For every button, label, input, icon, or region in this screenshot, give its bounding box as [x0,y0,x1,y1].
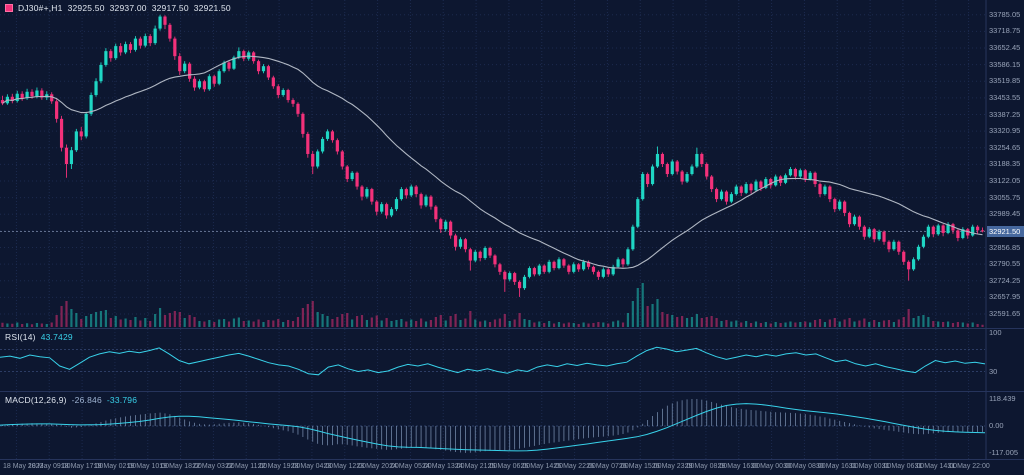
price-axis-label: 33453.55 [989,92,1021,102]
price-axis-label: 32591.65 [989,309,1021,319]
price-axis-label: 33055.75 [989,192,1021,202]
time-axis[interactable]: 18 May 2023 18 May 09:00 18 May 17:00 19 Ma… [0,459,1024,475]
macd-title: MACD(12,26,9) [5,395,67,405]
time-axis-label: 19 May 18:00 [159,463,202,470]
price-axis-label: 32724.25 [989,275,1021,285]
time-axis-label: 26 May 23:00 [651,463,695,470]
price-axis-label: 33387.25 [989,109,1021,119]
macd-info: MACD(12,26,9) -26.846 -33.796 [5,395,137,405]
macd-axis-label: 118.439 [989,393,1016,403]
current-price-badge: 32921.50 [987,225,1024,237]
time-axis-label: 25 May 22:00 [553,463,596,470]
rsi-title: RSI(14) [5,332,36,342]
time-axis-label: 30 May 16:00 [816,463,859,470]
price-axis-label: 32989.45 [989,209,1021,219]
price-axis-label: 32856.85 [989,242,1021,252]
price-axis-label: 33586.15 [989,59,1021,69]
time-axis-label: 24 May 21:00 [454,463,498,470]
time-axis-label: 24 May 13:00 [422,463,465,470]
rsi-info: RSI(14) 43.7429 [5,332,73,342]
price-axis-label: 33254.65 [989,142,1021,152]
price-axis-label: 33519.85 [989,76,1021,86]
time-axis-label: 30 May 00:00 [750,463,793,470]
rsi-indicator-panel[interactable]: RSI(14) 43.7429 100 30 [0,328,1024,392]
time-axis-label: 26 May 15:00 [619,463,662,470]
time-axis-label: 22 May 11:00 [225,463,268,470]
time-axis-label: 31 May 22:00 [947,463,990,470]
time-axis-label: 22 May 03:00 [192,463,235,470]
ohlc-open: 32925.50 [67,3,105,13]
ohlc-high: 32937.00 [109,3,147,13]
macd-main-value: -26.846 [71,395,102,405]
time-axis-label: 30 May 08:00 [783,463,826,470]
time-axis-label: 26 May 07:00 [586,463,629,470]
symbol-info: DJ30#+,H1 32925.50 32937.00 32917.50 329… [5,3,231,13]
time-axis-label: 31 May 00:00 [848,463,892,470]
time-axis-label: 31 May 14:00 [914,463,957,470]
macd-indicator-panel[interactable]: MACD(12,26,9) -26.846 -33.796 118.439 0.0… [0,391,1024,460]
time-axis-label: 18 May 17:00 [60,463,104,470]
time-axis-label: 18 May 2023 [3,463,44,470]
macd-signal-value: -33.796 [106,395,138,405]
rsi-axis-label: 100 [989,328,1002,337]
price-chart-panel[interactable]: DJ30#+,H1 32925.50 32937.00 32917.50 329… [0,0,1024,328]
time-axis-label: 23 May 20:00 [356,463,399,470]
time-axis-label: 29 May 08:00 [684,463,728,470]
rsi-axis-label: 30 [989,366,998,376]
price-axis-label: 33122.05 [989,176,1021,186]
price-axis-label: 33320.95 [989,126,1021,136]
rsi-value: 43.7429 [40,332,73,342]
time-axis-label: 31 May 06:00 [881,463,925,470]
price-axis-label: 33188.35 [989,159,1021,169]
price-axis-label: 33652.45 [989,43,1021,53]
price-axis-label: 33718.75 [989,26,1021,36]
macd-axis-label: 0.00 [989,421,1004,430]
time-axis-label: 24 May 05:00 [389,463,432,470]
time-axis-label: 23 May 04:00 [290,463,334,470]
ohlc-close: 32921.50 [193,3,231,13]
rsi-chart[interactable] [0,329,1024,392]
candlestick-chart[interactable] [0,0,1024,328]
price-axis-label: 32657.95 [989,292,1021,302]
macd-axis-label: -117.005 [989,448,1019,457]
price-axis-label: 32790.55 [989,259,1021,269]
time-axis-label: 19 May 02:00 [93,463,137,470]
time-axis-label: 18 May 09:00 [28,463,71,470]
time-axis-label: 29 May 16:00 [717,463,760,470]
price-axis-label: 33785.05 [989,9,1021,19]
time-axis-label: 23 May 12:00 [323,463,366,470]
time-axis-label: 25 May 06:00 [487,463,531,470]
time-axis-label: 25 May 14:00 [520,463,563,470]
symbol-timeframe-label: DJ30#+,H1 [18,3,63,13]
ohlc-low: 32917.50 [151,3,189,13]
time-axis-label: 22 May 19:00 [257,463,301,470]
symbol-icon [5,4,13,12]
macd-chart[interactable] [0,392,1024,460]
time-axis-label: 19 May 10:00 [126,463,169,470]
